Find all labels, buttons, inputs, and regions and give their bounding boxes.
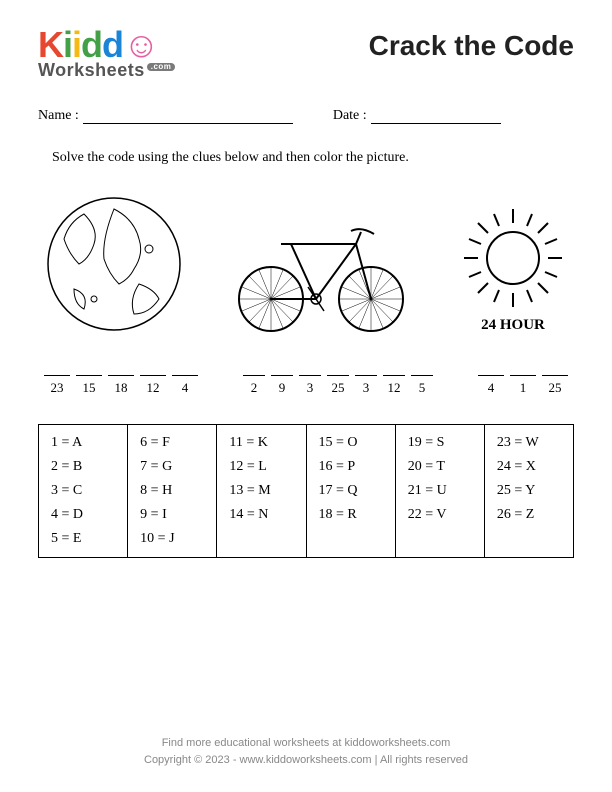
date-input-line[interactable] <box>371 106 501 124</box>
code-num: 4 <box>488 380 495 396</box>
blank-line[interactable] <box>140 360 166 376</box>
sun-icon <box>458 203 568 313</box>
bicycle-icon <box>226 214 416 334</box>
blank-line[interactable] <box>383 360 405 376</box>
key-table: 1 = A 2 = B 3 = C 4 = D 5 = E 6 = F 7 = … <box>38 424 574 558</box>
key-entry: 1 = A <box>51 435 119 451</box>
date-label: Date : <box>333 108 367 124</box>
blank-line[interactable] <box>44 360 70 376</box>
key-entry: 11 = K <box>229 435 297 451</box>
key-entry: 5 = E <box>51 531 119 547</box>
code-num: 4 <box>182 380 189 396</box>
blank-line[interactable] <box>108 360 134 376</box>
key-entry: 8 = H <box>140 483 208 499</box>
key-entry: 14 = N <box>229 507 297 523</box>
key-entry: 9 = I <box>140 507 208 523</box>
key-entry: 26 = Z <box>497 507 565 523</box>
logo: Kiidd☺ Worksheets.com <box>38 30 175 78</box>
code-num: 12 <box>147 380 160 396</box>
date-field: Date : <box>333 106 501 124</box>
footer-line-1: Find more educational worksheets at kidd… <box>0 735 612 752</box>
blank-line[interactable] <box>478 360 504 376</box>
pictures-row: 24 HOUR <box>38 194 574 334</box>
key-entry: 12 = L <box>229 459 297 475</box>
code-num: 2 <box>251 380 258 396</box>
blank-line[interactable] <box>172 360 198 376</box>
key-entry: 10 = J <box>140 531 208 547</box>
code-row: 23 15 18 12 4 2 9 3 25 3 12 5 4 1 25 <box>38 360 574 396</box>
blank-line[interactable] <box>355 360 377 376</box>
key-entry: 24 = X <box>497 459 565 475</box>
key-entry: 13 = M <box>229 483 297 499</box>
code-num: 1 <box>520 380 527 396</box>
info-row: Name : Date : <box>38 106 574 124</box>
code-num: 25 <box>332 380 345 396</box>
code-num: 23 <box>51 380 64 396</box>
key-entry: 18 = R <box>319 507 387 523</box>
code-group-2: 2 9 3 25 3 12 5 <box>243 360 433 396</box>
key-col-4: 15 = O 16 = P 17 = Q 18 = R <box>307 425 396 557</box>
blank-line[interactable] <box>327 360 349 376</box>
sun-picture: 24 HOUR <box>458 203 568 334</box>
bicycle-picture <box>226 214 416 334</box>
key-entry: 6 = F <box>140 435 208 451</box>
code-num: 3 <box>363 380 370 396</box>
code-num: 18 <box>115 380 128 396</box>
logo-top: Kiidd☺ <box>38 30 175 61</box>
code-num: 3 <box>307 380 314 396</box>
key-entry: 2 = B <box>51 459 119 475</box>
key-col-1: 1 = A 2 = B 3 = C 4 = D 5 = E <box>39 425 128 557</box>
blank-line[interactable] <box>411 360 433 376</box>
sun-caption: 24 HOUR <box>481 317 545 334</box>
page-title: Crack the Code <box>369 30 574 62</box>
code-num: 12 <box>388 380 401 396</box>
blank-line[interactable] <box>510 360 536 376</box>
key-entry: 4 = D <box>51 507 119 523</box>
key-entry: 17 = Q <box>319 483 387 499</box>
key-entry: 23 = W <box>497 435 565 451</box>
globe-picture <box>44 194 184 334</box>
name-label: Name : <box>38 108 79 124</box>
footer-line-2: Copyright © 2023 - www.kiddoworksheets.c… <box>0 752 612 769</box>
key-entry: 16 = P <box>319 459 387 475</box>
instructions-text: Solve the code using the clues below and… <box>38 150 574 166</box>
key-entry: 19 = S <box>408 435 476 451</box>
key-entry: 15 = O <box>319 435 387 451</box>
blank-line[interactable] <box>542 360 568 376</box>
code-num: 25 <box>549 380 562 396</box>
name-field: Name : <box>38 106 293 124</box>
blank-line[interactable] <box>271 360 293 376</box>
globe-icon <box>44 194 184 334</box>
key-col-2: 6 = F 7 = G 8 = H 9 = I 10 = J <box>128 425 217 557</box>
blank-line[interactable] <box>76 360 102 376</box>
footer: Find more educational worksheets at kidd… <box>0 735 612 768</box>
key-entry: 3 = C <box>51 483 119 499</box>
code-group-1: 23 15 18 12 4 <box>44 360 198 396</box>
header: Kiidd☺ Worksheets.com Crack the Code <box>38 30 574 78</box>
key-entry: 22 = V <box>408 507 476 523</box>
blank-line[interactable] <box>299 360 321 376</box>
code-num: 9 <box>279 380 286 396</box>
name-input-line[interactable] <box>83 106 293 124</box>
blank-line[interactable] <box>243 360 265 376</box>
code-group-3: 4 1 25 <box>478 360 568 396</box>
code-num: 15 <box>83 380 96 396</box>
key-col-6: 23 = W 24 = X 25 = Y 26 = Z <box>485 425 573 557</box>
key-entry: 25 = Y <box>497 483 565 499</box>
key-col-5: 19 = S 20 = T 21 = U 22 = V <box>396 425 485 557</box>
key-entry: 20 = T <box>408 459 476 475</box>
key-entry: 7 = G <box>140 459 208 475</box>
key-col-3: 11 = K 12 = L 13 = M 14 = N <box>217 425 306 557</box>
code-num: 5 <box>419 380 426 396</box>
key-entry: 21 = U <box>408 483 476 499</box>
